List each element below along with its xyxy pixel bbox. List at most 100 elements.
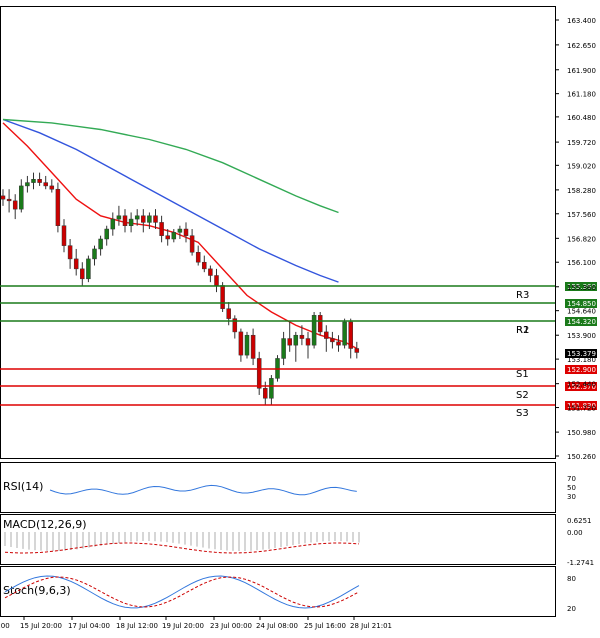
price-tick-label: 163.400 <box>567 17 596 25</box>
candle <box>171 229 177 243</box>
price-tick-label: 161.900 <box>567 67 596 75</box>
time-tick-label: 25 Jul 16:00 <box>304 622 346 630</box>
candle <box>141 209 146 233</box>
candle <box>189 229 195 256</box>
price-tick-label: 151.720 <box>567 405 596 413</box>
time-tick-label: 18 Jul 12:00 <box>116 622 158 630</box>
candle <box>92 245 97 266</box>
candle <box>159 215 164 243</box>
time-tick-label: 23 Jul 00:00 <box>210 622 252 630</box>
level-label: R2 <box>516 325 529 336</box>
candle <box>165 229 170 246</box>
level-price-tag-text: 152.370 <box>567 383 596 391</box>
candle <box>250 328 256 366</box>
level-price-tag <box>565 401 597 410</box>
level-label: R1 <box>516 325 529 336</box>
candle <box>55 182 61 233</box>
candle <box>238 328 244 362</box>
candle <box>12 194 18 220</box>
candle <box>354 341 360 359</box>
stoch-tick-label: 20 <box>567 605 576 613</box>
candle <box>208 265 213 283</box>
candle <box>299 325 305 346</box>
price-tick-label: 152.440 <box>567 381 596 389</box>
candle <box>232 315 238 339</box>
rsi-tick-label: 70 <box>567 475 576 483</box>
level-price-tag-text: 152.900 <box>567 366 596 374</box>
candle <box>293 331 299 362</box>
candle <box>73 248 79 276</box>
rsi-line <box>49 484 357 496</box>
rsi-tick-label: 50 <box>567 484 576 492</box>
candle <box>6 189 12 213</box>
time-tick-label: 24 Jul 08:00 <box>256 622 298 630</box>
price-tick-label: 154.640 <box>567 308 596 316</box>
candle <box>305 331 311 359</box>
stoch-label: Stoch(9,6,3) <box>3 584 71 597</box>
candle <box>110 212 116 236</box>
candle <box>80 262 85 286</box>
candle <box>19 179 24 213</box>
level-price-tag <box>565 282 597 291</box>
rsi-panel-frame <box>0 462 556 513</box>
level-label: S2 <box>516 390 529 401</box>
candle <box>86 255 91 283</box>
candle <box>330 331 335 349</box>
candle <box>244 331 250 359</box>
level-label: R3 <box>516 290 529 301</box>
level-price-tag <box>565 382 597 391</box>
macd-tick-label: -1.2741 <box>567 559 594 567</box>
price-tick-label: 157.560 <box>567 211 596 219</box>
candle <box>0 189 6 206</box>
price-tick-label: 150.980 <box>567 429 596 437</box>
time-tick-label: 28 Jul 21:01 <box>350 622 392 630</box>
candle <box>98 235 103 256</box>
current-price-text: 153.379 <box>567 350 596 358</box>
candle <box>214 268 219 293</box>
level-label: S3 <box>516 408 529 419</box>
level-price-tag-text: 155.360 <box>567 283 596 291</box>
stoch-panel-frame <box>0 566 556 617</box>
time-tick-label: 15 Jul 20:00 <box>20 622 62 630</box>
price-tick-label: 156.820 <box>567 235 596 243</box>
candle <box>122 209 128 233</box>
main-panel-frame <box>0 6 556 459</box>
rsi-label: RSI(14) <box>3 480 43 493</box>
candle <box>269 375 274 405</box>
candle <box>317 311 323 336</box>
price-tick-label: 155.360 <box>567 284 596 292</box>
stoch-d-line <box>4 576 360 608</box>
candle <box>31 172 36 190</box>
candle <box>281 331 286 366</box>
candle <box>195 245 201 266</box>
macd-panel-frame <box>0 514 556 565</box>
candle <box>311 311 317 349</box>
macd-tick-label: 0.00 <box>567 529 583 537</box>
price-tick-label: 162.650 <box>567 42 596 50</box>
price-tick-label: 159.720 <box>567 139 596 147</box>
time-tick-label: 17 Jul 04:00 <box>68 622 110 630</box>
price-tick-label: 159.020 <box>567 162 596 170</box>
candle <box>287 321 292 352</box>
candle <box>43 175 48 190</box>
candle <box>263 381 268 405</box>
candle <box>116 205 122 226</box>
price-tick-label: 153.900 <box>567 332 596 340</box>
macd-tick-label: 0.6251 <box>567 517 592 525</box>
level-price-tag <box>565 317 597 326</box>
price-tick-label: 158.280 <box>567 187 596 195</box>
price-tick-label: 150.260 <box>567 453 596 461</box>
time-tick-label: 5:00 <box>0 622 10 630</box>
candle <box>128 212 134 233</box>
rsi-tick-label: 30 <box>567 493 576 501</box>
level-label: S1 <box>516 369 529 380</box>
level-price-tag <box>565 299 597 308</box>
level-price-tag <box>565 365 597 374</box>
candle <box>67 238 73 269</box>
candle <box>61 219 67 253</box>
candle <box>336 335 341 352</box>
price-tick-label: 153.180 <box>567 356 596 364</box>
candle <box>153 209 158 230</box>
